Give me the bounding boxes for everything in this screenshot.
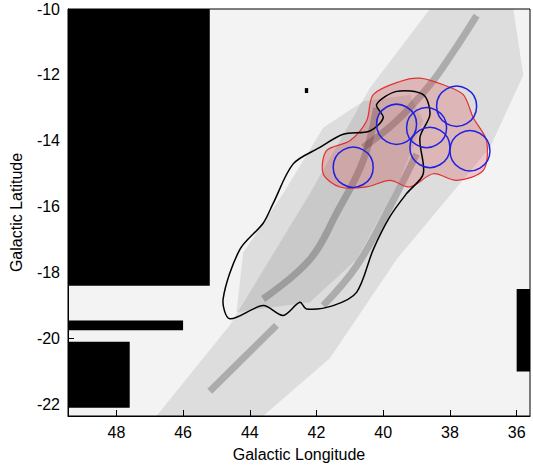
svg-text:48: 48 (107, 424, 125, 441)
svg-text:-12: -12 (37, 66, 60, 83)
svg-text:46: 46 (174, 424, 192, 441)
svg-text:-18: -18 (37, 264, 60, 281)
svg-text:-16: -16 (37, 198, 60, 215)
svg-text:-14: -14 (37, 132, 60, 149)
svg-text:Galactic Latitude: Galactic Latitude (8, 153, 25, 272)
svg-text:Galactic Longitude: Galactic Longitude (233, 446, 366, 463)
svg-text:-10: -10 (37, 1, 60, 18)
svg-text:44: 44 (241, 424, 259, 441)
svg-text:-20: -20 (37, 330, 60, 347)
svg-text:38: 38 (441, 424, 459, 441)
svg-text:-22: -22 (37, 396, 60, 413)
svg-text:42: 42 (308, 424, 326, 441)
svg-text:36: 36 (508, 424, 526, 441)
svg-text:40: 40 (374, 424, 392, 441)
